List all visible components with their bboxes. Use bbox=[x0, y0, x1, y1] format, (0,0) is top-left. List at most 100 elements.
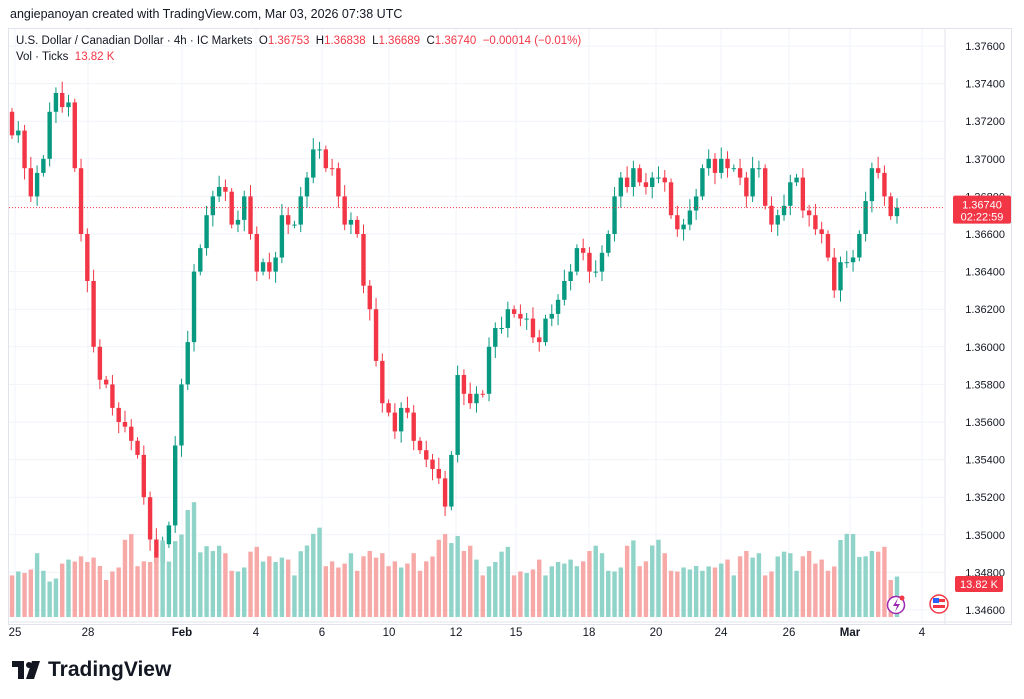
candle-body bbox=[869, 168, 875, 202]
candle-body bbox=[725, 158, 730, 169]
close-label: C bbox=[426, 35, 435, 47]
y-tick-label: 1.37000 bbox=[965, 154, 1005, 166]
close-value: 1.36740 bbox=[434, 35, 477, 47]
volume-bar bbox=[66, 559, 71, 617]
y-tick-label: 1.34600 bbox=[965, 605, 1005, 617]
candle-body bbox=[737, 168, 743, 178]
volume-bar bbox=[650, 545, 655, 617]
volume-bar bbox=[662, 553, 667, 617]
candle-body bbox=[750, 168, 755, 197]
candle-body bbox=[336, 168, 341, 197]
volume-bar bbox=[461, 551, 467, 617]
candle-body bbox=[461, 375, 467, 394]
volume-bar bbox=[60, 563, 65, 617]
notification-dot-icon bbox=[899, 595, 905, 601]
volume-bar bbox=[229, 570, 234, 617]
symbol-title[interactable]: U.S. Dollar / Canadian Dollar · 4h · IC … bbox=[16, 35, 253, 47]
volume-bar bbox=[386, 566, 391, 617]
volume-bar bbox=[537, 559, 542, 617]
candle-body bbox=[681, 224, 686, 230]
candle-body bbox=[637, 168, 642, 183]
volume-bar bbox=[719, 563, 724, 617]
candle-body bbox=[386, 403, 391, 413]
volume-bar bbox=[668, 570, 674, 617]
candle-body bbox=[179, 384, 184, 446]
x-tick-label: Feb bbox=[172, 627, 192, 639]
candle-body bbox=[361, 234, 366, 286]
volume-bar bbox=[285, 559, 291, 617]
candle-body bbox=[273, 257, 278, 272]
volume-bar bbox=[154, 557, 159, 617]
volume-bar bbox=[813, 563, 818, 617]
candle-body bbox=[806, 210, 812, 216]
volume-bar bbox=[361, 556, 366, 617]
volume-bar bbox=[304, 545, 310, 617]
volume-bar bbox=[85, 562, 90, 617]
x-tick-label: 15 bbox=[510, 627, 523, 639]
candle-body bbox=[612, 196, 617, 234]
y-tick-label: 1.35400 bbox=[965, 455, 1005, 467]
volume-bar bbox=[712, 567, 718, 617]
volume-bar bbox=[819, 559, 824, 617]
volume-bar bbox=[424, 561, 429, 617]
candle-body bbox=[430, 459, 435, 469]
volume-bar bbox=[367, 551, 372, 617]
volume-bar bbox=[737, 556, 743, 617]
volume-bar bbox=[762, 575, 768, 617]
price-tag-price: 1.36740 bbox=[962, 200, 1002, 212]
x-tick-label: 20 bbox=[650, 627, 663, 639]
candle-body bbox=[819, 229, 824, 234]
candle-body bbox=[518, 313, 523, 319]
volume-bar bbox=[436, 539, 442, 617]
y-tick-label: 1.35800 bbox=[965, 379, 1005, 391]
volume-bar bbox=[317, 527, 322, 617]
volume-bar bbox=[41, 570, 46, 617]
candle-body bbox=[66, 102, 71, 108]
volume-bar bbox=[511, 575, 517, 617]
y-tick-label: 1.36600 bbox=[965, 229, 1005, 241]
volume-bar bbox=[794, 570, 799, 617]
candle-body bbox=[650, 177, 655, 187]
candle-body bbox=[16, 130, 21, 136]
change-value: −0.00014 (−0.01%) bbox=[482, 35, 582, 47]
candle-body bbox=[781, 205, 787, 216]
volume-bar bbox=[631, 540, 636, 617]
volume-bar bbox=[832, 566, 837, 617]
candle-body bbox=[838, 262, 843, 291]
low-value: 1.36689 bbox=[378, 35, 421, 47]
candle-body bbox=[486, 346, 492, 394]
volume-bar bbox=[574, 566, 580, 617]
volume-bar bbox=[838, 540, 843, 617]
candle-body bbox=[41, 158, 46, 173]
candle-body bbox=[122, 422, 128, 427]
candle-body bbox=[392, 412, 398, 432]
price-tag-countdown: 02:22:59 bbox=[961, 212, 1004, 224]
candle-body bbox=[467, 393, 473, 404]
volume-bar bbox=[568, 559, 573, 617]
candle-body bbox=[304, 177, 310, 197]
volume-label[interactable]: Vol · Ticks bbox=[16, 51, 69, 63]
flag-stripe bbox=[933, 605, 945, 608]
candle-body bbox=[141, 454, 147, 498]
volume-bar bbox=[863, 556, 868, 617]
volume-bar bbox=[392, 561, 398, 617]
volume-bar bbox=[555, 562, 561, 617]
volume-bar bbox=[135, 566, 140, 617]
x-tick-label: 18 bbox=[583, 627, 596, 639]
candle-body bbox=[34, 172, 40, 197]
volume-bar bbox=[618, 567, 624, 617]
volume-bar bbox=[122, 539, 128, 617]
volume-bar bbox=[78, 556, 84, 617]
candle-body bbox=[894, 207, 900, 217]
tradingview-logo[interactable]: TradingView bbox=[12, 658, 171, 682]
volume-value: 13.82 K bbox=[74, 51, 115, 63]
y-tick-label: 1.35600 bbox=[965, 417, 1005, 429]
volume-bar bbox=[311, 533, 316, 617]
volume-tag-text: 13.82 K bbox=[960, 579, 999, 591]
volume-bar bbox=[373, 557, 379, 617]
y-tick-label: 1.35000 bbox=[965, 530, 1005, 542]
candle-body bbox=[216, 187, 222, 197]
volume-bar bbox=[706, 566, 711, 617]
volume-bar bbox=[857, 556, 862, 617]
